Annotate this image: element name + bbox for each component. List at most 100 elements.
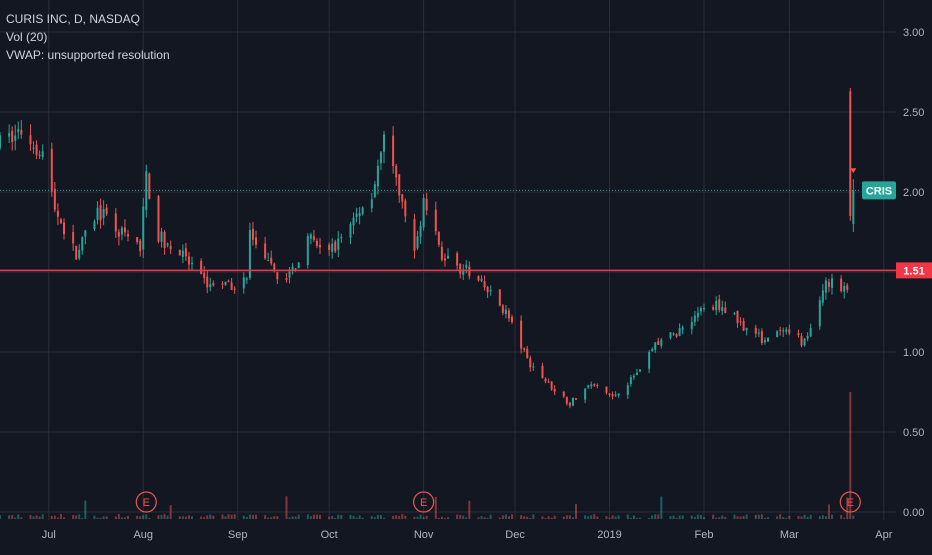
candle-body <box>465 264 468 268</box>
candle-body <box>504 309 507 314</box>
candle-body <box>376 165 379 187</box>
volume-bar <box>38 516 41 519</box>
volume-bar <box>648 517 651 519</box>
legend-volume[interactable]: Vol (20) <box>6 30 48 44</box>
volume-bar <box>53 515 56 519</box>
volume-bar <box>849 392 852 519</box>
candle-body <box>270 257 273 264</box>
candle-body <box>511 316 513 323</box>
candle-body <box>93 221 96 230</box>
volume-bar <box>657 514 660 519</box>
volume-bar <box>696 514 699 519</box>
candle-body <box>721 307 724 312</box>
volume-bar <box>285 496 288 519</box>
earnings-marker-icon <box>413 491 435 513</box>
volume-bar <box>511 514 513 519</box>
candle-body <box>562 391 565 397</box>
candle-body <box>337 238 340 250</box>
candle-body <box>17 129 20 133</box>
volume-bar <box>809 514 812 519</box>
candle-body <box>163 232 166 249</box>
candle-body <box>443 258 446 261</box>
candle-body <box>50 148 53 192</box>
candle-body <box>331 243 334 252</box>
volume-bar <box>437 517 440 519</box>
candle-body <box>456 253 459 266</box>
volume-bar <box>245 516 248 519</box>
candle-body <box>843 286 846 292</box>
candle-body <box>584 388 587 400</box>
candle-body <box>526 348 529 359</box>
chart-legend: CURIS INC, D, NASDAQ Vol (20) VWAP: unsu… <box>6 10 170 64</box>
volume-bar <box>166 515 169 519</box>
volume-bar <box>78 514 81 519</box>
volume-bar <box>32 516 35 519</box>
candle-body <box>724 307 727 313</box>
candle-body <box>8 133 11 137</box>
candle-body <box>614 394 617 396</box>
candle-body <box>340 236 343 239</box>
volume-bar <box>785 517 788 519</box>
candle-body <box>312 236 315 240</box>
candle-body <box>148 173 151 199</box>
volume-bar <box>227 514 230 519</box>
candle-body <box>803 338 806 346</box>
volume-bar <box>541 516 544 519</box>
volume-bar <box>334 517 337 519</box>
volume-bar <box>416 517 419 519</box>
volume-bar <box>803 514 806 519</box>
volume-bar <box>11 515 14 519</box>
volume-bar <box>553 515 556 519</box>
candle-body <box>29 135 32 145</box>
candle-body <box>178 249 181 256</box>
volume-bar <box>224 516 227 519</box>
candle-body <box>806 335 809 339</box>
volume-bar <box>142 515 145 519</box>
candle-body <box>334 241 337 252</box>
volume-bar <box>35 515 38 519</box>
volume-bar <box>404 515 407 519</box>
candle-body <box>11 130 14 143</box>
candle-body <box>53 188 56 210</box>
volume-bar <box>56 517 59 519</box>
volume-bar <box>635 517 638 519</box>
candle-body <box>20 130 23 135</box>
candle-body <box>181 250 184 257</box>
candle-body <box>255 237 257 245</box>
volume-bar <box>230 514 233 519</box>
volume-bar <box>459 515 462 519</box>
volume-bar <box>264 515 267 519</box>
candle-body <box>224 281 227 285</box>
volume-bar <box>724 517 727 519</box>
volume-bar <box>669 515 672 519</box>
candle-body <box>160 231 163 242</box>
candle-body <box>821 290 824 303</box>
x-tick-label: Aug <box>133 529 153 541</box>
legend-vwap[interactable]: VWAP: unsupported resolution <box>6 48 170 62</box>
candle-body <box>392 135 395 167</box>
volume-bar <box>392 515 395 519</box>
candle-body <box>383 134 385 152</box>
volume-bar <box>733 514 736 519</box>
price-axis-background <box>896 0 932 520</box>
candle-body <box>117 231 120 237</box>
volume-bar <box>358 515 361 519</box>
legend-title[interactable]: CURIS INC, D, NASDAQ <box>6 12 141 26</box>
volume-bar <box>651 515 654 519</box>
candle-body <box>245 278 248 280</box>
volume-bar <box>273 516 276 519</box>
volume-bar <box>200 516 203 519</box>
volume-bar <box>157 515 160 519</box>
candle-body <box>809 328 812 337</box>
volume-bar <box>520 515 523 519</box>
candle-body <box>742 320 745 331</box>
candle-body <box>660 339 663 346</box>
candle-body <box>565 397 568 404</box>
candle-body <box>248 229 251 278</box>
volume-bar <box>742 516 745 519</box>
candle-body <box>221 283 224 285</box>
volume-bar <box>178 516 181 519</box>
